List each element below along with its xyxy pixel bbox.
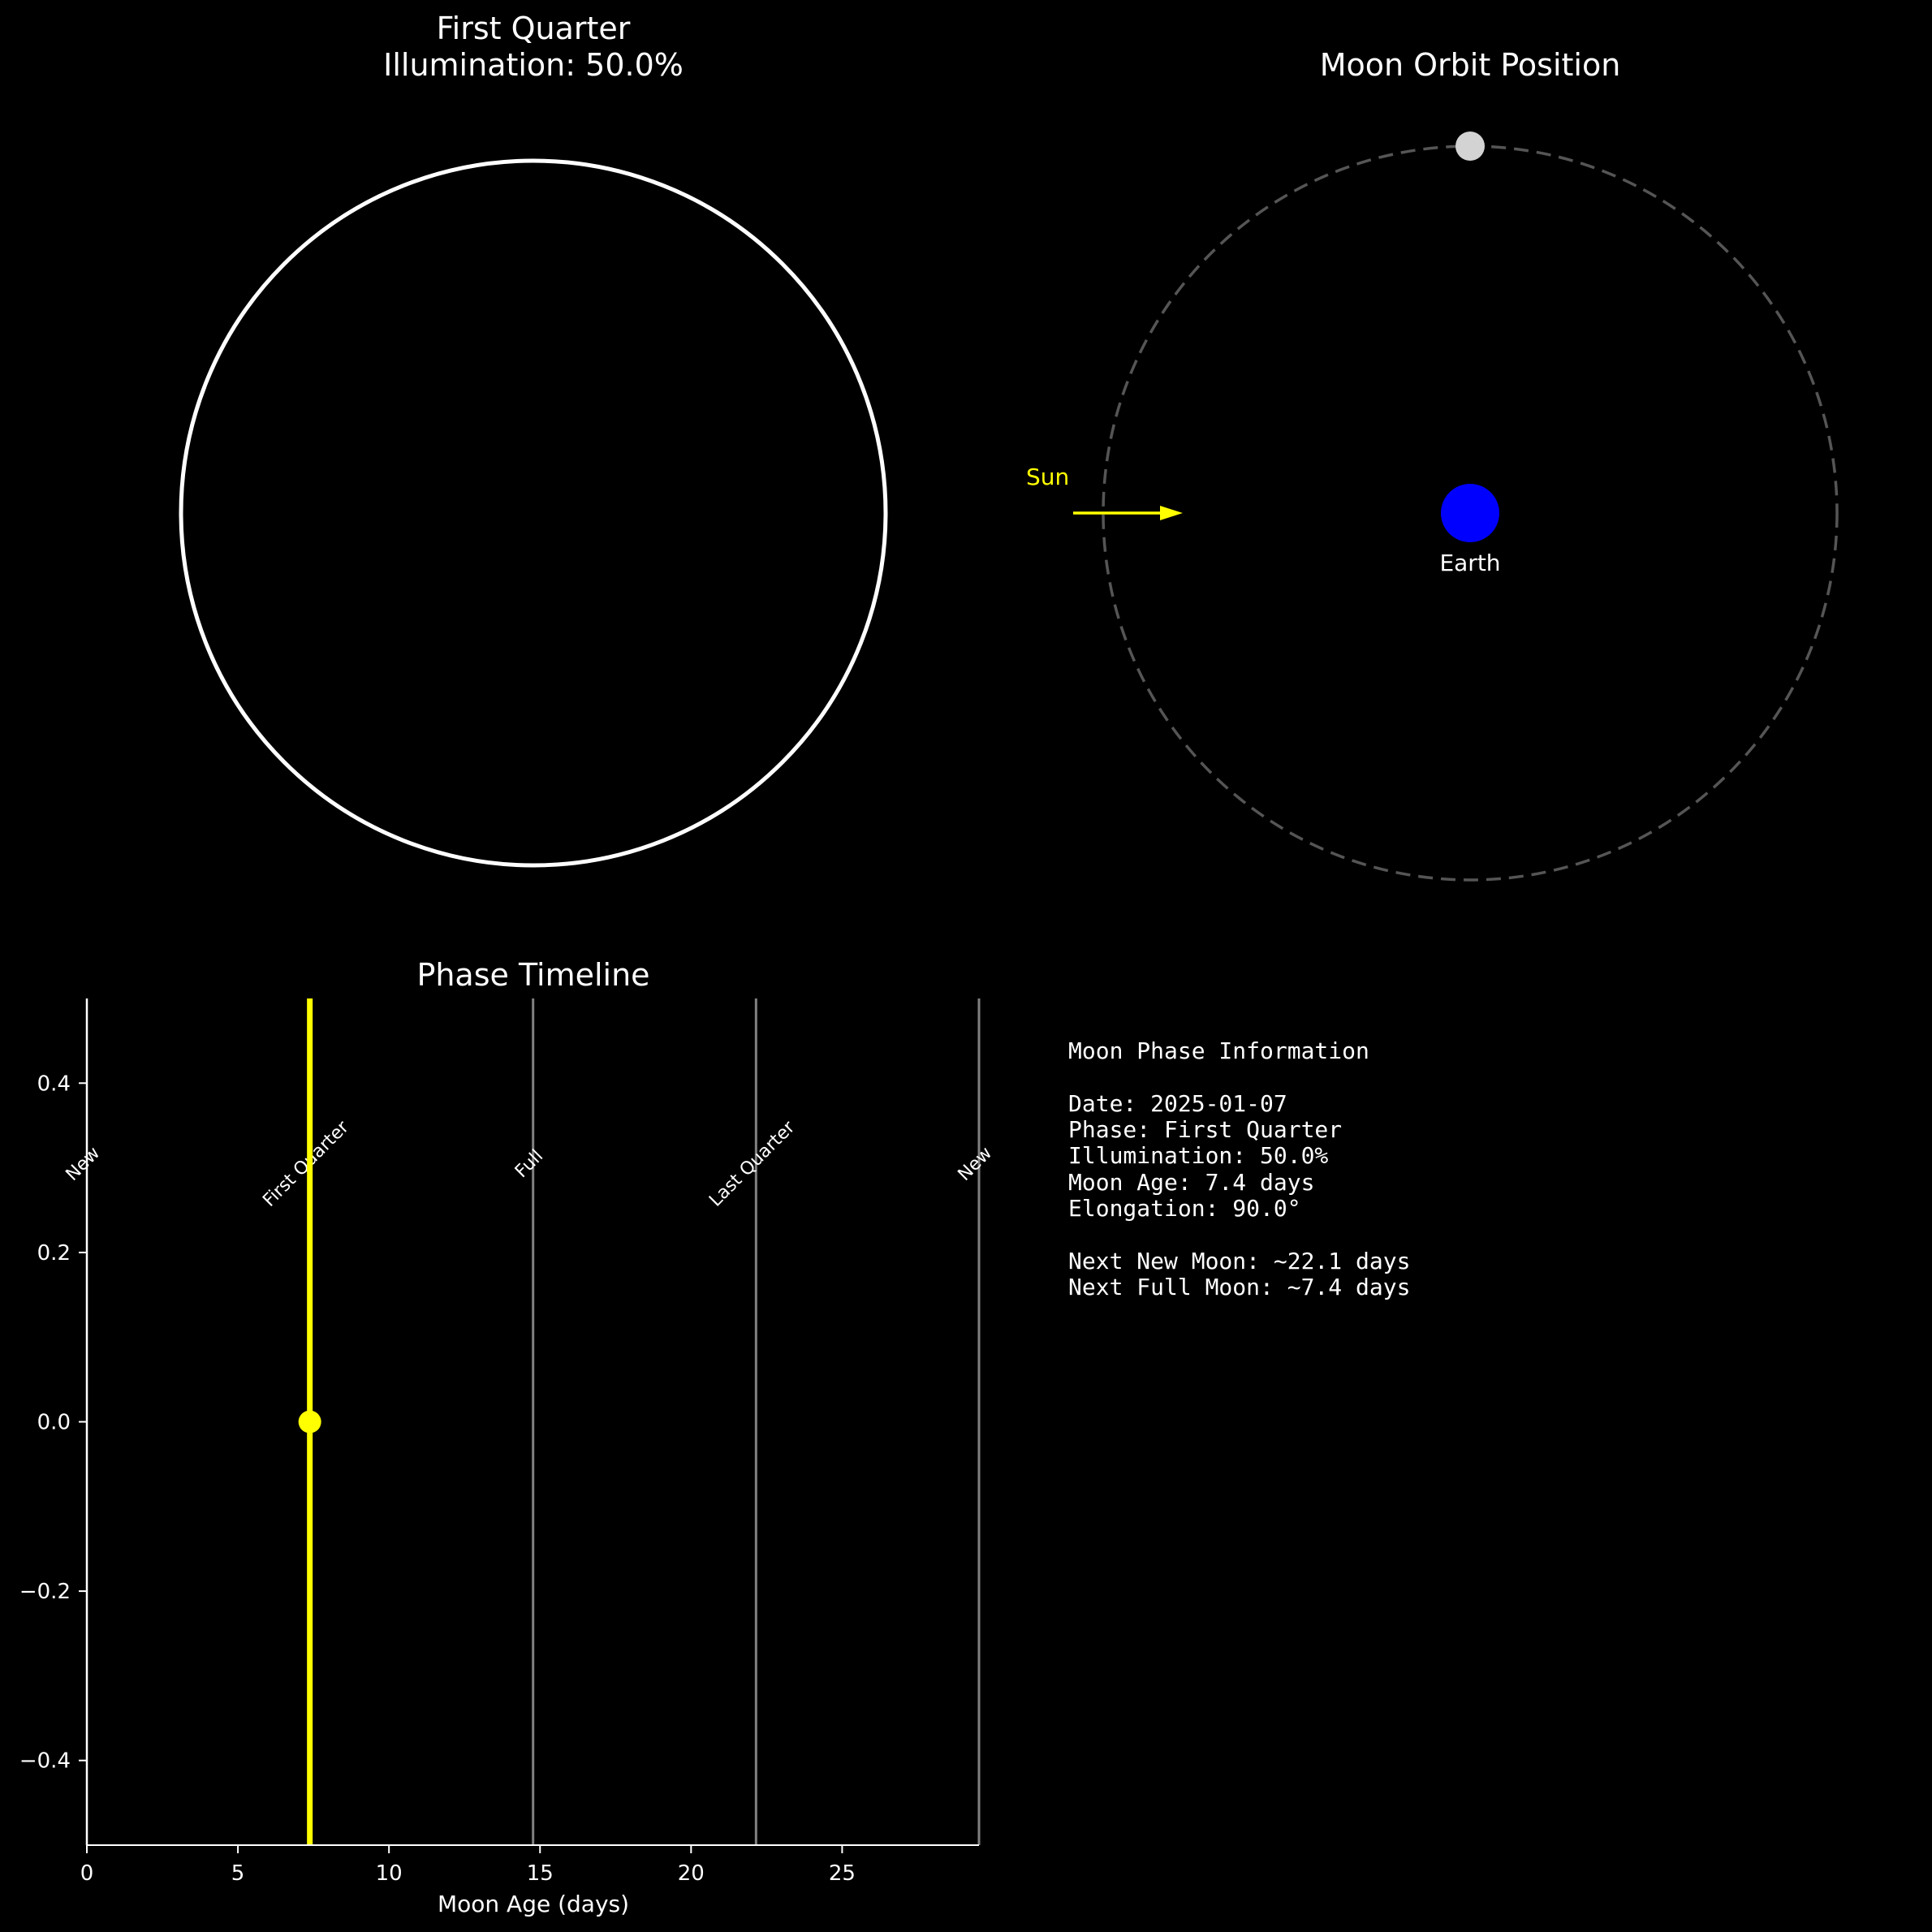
orbit-title: Moon Orbit Position <box>1320 47 1621 83</box>
phase-title: First Quarter <box>437 11 631 46</box>
next-event-line: Next Full Moon: ~7.4 days <box>1068 1274 1410 1300</box>
x-tick-label: 25 <box>829 1861 856 1886</box>
info-heading: Moon Phase Information <box>1068 1037 1369 1064</box>
info-line: Illumination: 50.0% <box>1068 1142 1328 1169</box>
info-panel: Moon Phase Information Date: 2025-01-07 … <box>1068 1037 1410 1300</box>
info-line: Phase: First Quarter <box>1068 1116 1342 1143</box>
y-tick-label: −0.4 <box>19 1749 71 1774</box>
x-axis-ticks: 0 5 10 15 20 25 <box>80 1845 856 1886</box>
info-line: Elongation: 90.0° <box>1068 1195 1301 1222</box>
y-axis-ticks: −0.4 −0.2 0.0 0.2 0.4 <box>19 1072 87 1774</box>
x-tick-label: 15 <box>527 1861 554 1886</box>
moon-disc-outline <box>179 158 888 868</box>
orbit-panel: Moon Orbit Position Earth Sun <box>1026 47 1839 882</box>
x-tick-label: 0 <box>80 1861 94 1886</box>
next-event-line: Next New Moon: ~22.1 days <box>1068 1248 1410 1274</box>
sun-arrow-head <box>1160 506 1183 520</box>
sun-label: Sun <box>1026 464 1069 490</box>
moon-phase-panel: First Quarter Illumination: 50.0% <box>179 11 888 868</box>
info-line: Moon Age: 7.4 days <box>1068 1169 1314 1196</box>
x-axis-label: Moon Age (days) <box>438 1891 629 1917</box>
moon-marker <box>1455 132 1485 161</box>
info-line: Date: 2025-01-07 <box>1068 1090 1287 1117</box>
x-tick-label: 20 <box>678 1861 705 1886</box>
y-tick-label: 0.0 <box>37 1411 71 1435</box>
y-tick-label: 0.2 <box>37 1241 71 1266</box>
timeline-title: Phase Timeline <box>416 957 649 993</box>
y-tick-label: 0.4 <box>37 1072 71 1096</box>
current-age-marker <box>298 1410 321 1434</box>
x-tick-label: 5 <box>231 1861 245 1886</box>
phase-illumination-title: Illumination: 50.0% <box>383 47 684 83</box>
earth-marker <box>1441 484 1499 542</box>
earth-label: Earth <box>1439 550 1500 576</box>
y-tick-label: −0.2 <box>19 1580 71 1604</box>
x-tick-label: 10 <box>376 1861 403 1886</box>
